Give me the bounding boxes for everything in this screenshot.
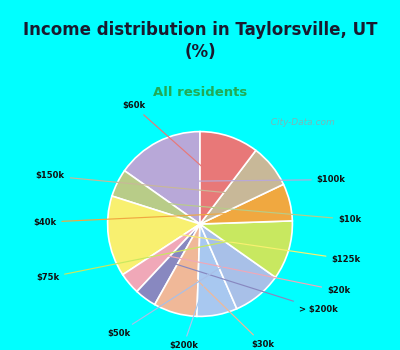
Wedge shape [197,224,237,316]
Wedge shape [155,224,200,316]
Wedge shape [124,132,200,224]
Text: $40k: $40k [33,213,244,227]
Text: $200k: $200k [169,274,208,350]
Text: $150k: $150k [36,172,234,194]
Text: $50k: $50k [107,263,228,337]
Wedge shape [200,150,284,224]
Text: $60k: $60k [122,101,213,177]
Text: City-Data.com: City-Data.com [265,118,335,127]
Text: All residents: All residents [153,86,247,99]
Wedge shape [200,184,292,224]
Text: $10k: $10k [160,203,361,224]
Wedge shape [200,132,256,224]
Text: $75k: $75k [36,238,243,282]
Wedge shape [200,224,276,309]
Wedge shape [108,196,200,275]
Text: $30k: $30k [189,272,274,349]
Wedge shape [112,171,200,224]
Text: Income distribution in Taylorsville, UT
(%): Income distribution in Taylorsville, UT … [23,21,377,61]
Wedge shape [200,221,292,277]
Text: $20k: $20k [166,256,350,295]
Text: $100k: $100k [181,175,346,184]
Text: > $200k: > $200k [174,264,338,314]
Text: $125k: $125k [155,231,360,264]
Wedge shape [123,224,200,292]
Wedge shape [137,224,200,304]
